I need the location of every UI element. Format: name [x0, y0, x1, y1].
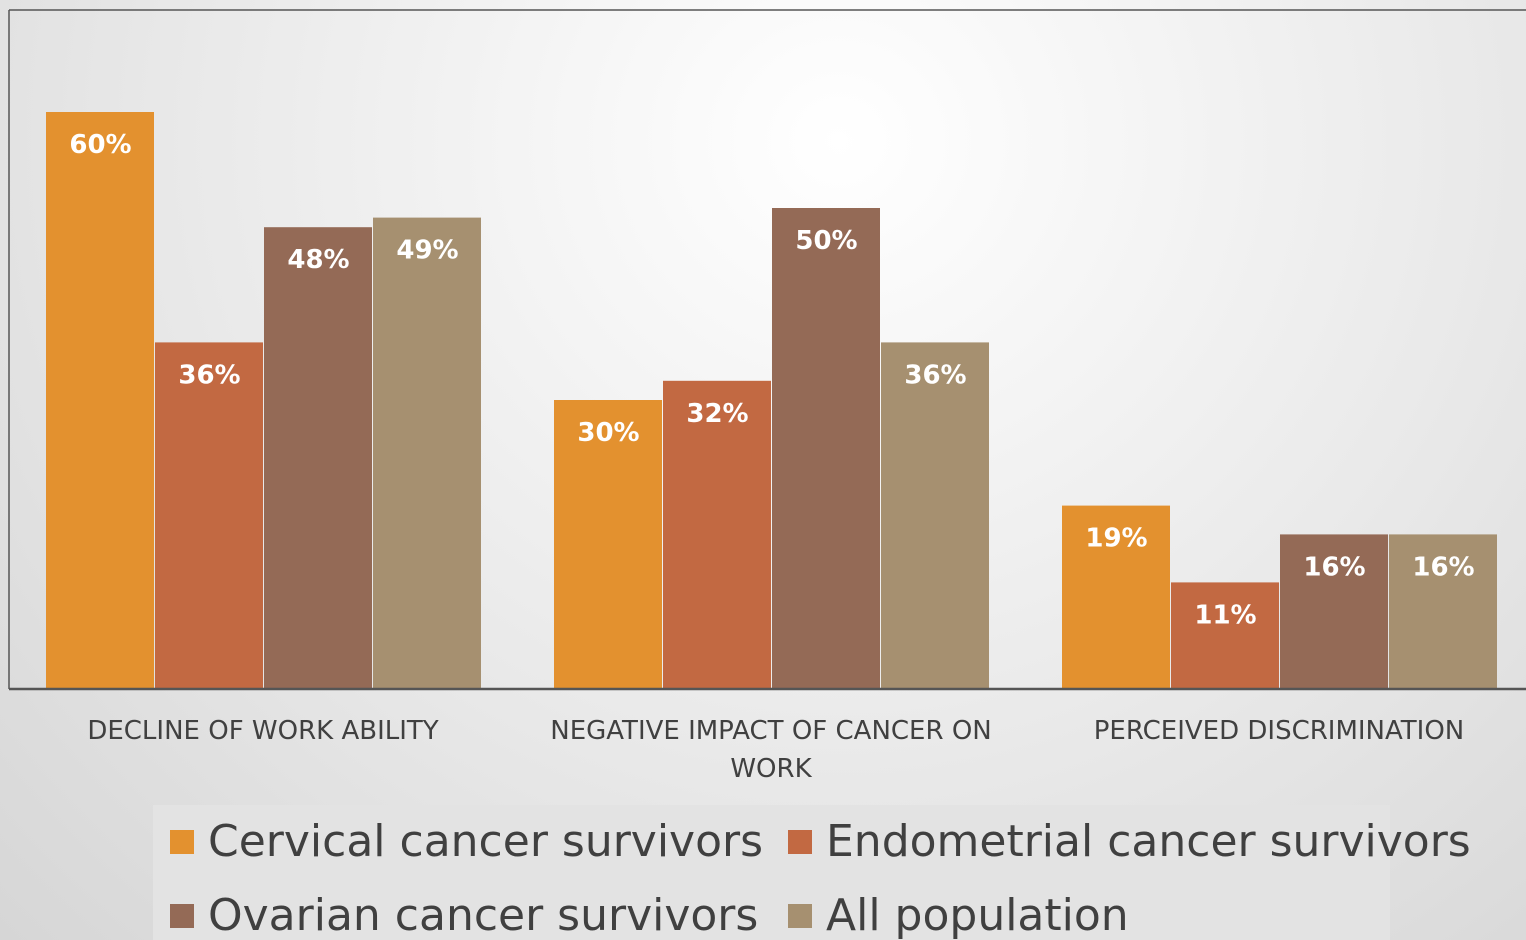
- value-label: 16%: [1412, 552, 1474, 582]
- legend-swatch: [788, 830, 812, 854]
- value-label: 36%: [178, 360, 240, 390]
- bar: [264, 227, 372, 688]
- value-label: 19%: [1085, 524, 1147, 554]
- legend-label: Endometrial cancer survivors: [826, 816, 1471, 867]
- value-label: 16%: [1303, 552, 1365, 582]
- bar: [373, 217, 481, 688]
- value-label: 48%: [287, 245, 349, 275]
- x-tick-label: PERCEIVED DISCRIMINATION: [1093, 716, 1465, 746]
- bar: [772, 208, 880, 688]
- legend-label: Ovarian cancer survivors: [208, 890, 759, 940]
- bar: [46, 112, 154, 688]
- legend-label: Cervical cancer survivors: [208, 816, 764, 867]
- value-label: 11%: [1194, 600, 1256, 630]
- value-label: 32%: [686, 399, 748, 429]
- legend-swatch: [788, 904, 812, 928]
- value-label: 49%: [396, 236, 458, 266]
- bar: [881, 342, 989, 688]
- legend-swatch: [170, 904, 194, 928]
- x-tick-label: NEGATIVE IMPACT OF CANCER ON WORK: [550, 716, 992, 784]
- x-tick-label: DECLINE OF WORK ABILITY: [87, 716, 439, 746]
- value-label: 50%: [795, 226, 857, 256]
- value-label: 30%: [577, 418, 639, 448]
- legend-swatch: [170, 830, 194, 854]
- bar: [1171, 582, 1279, 688]
- bar: [1062, 505, 1170, 688]
- legend-label: All population: [826, 890, 1129, 940]
- value-label: 36%: [904, 360, 966, 390]
- bar: [1389, 534, 1497, 688]
- bar: [1280, 534, 1388, 688]
- bar: [663, 380, 771, 688]
- value-label: 60%: [69, 130, 131, 160]
- legend: Cervical cancer survivors Endometrial can…: [153, 805, 1471, 940]
- bar: [155, 342, 263, 688]
- bar: [554, 400, 662, 688]
